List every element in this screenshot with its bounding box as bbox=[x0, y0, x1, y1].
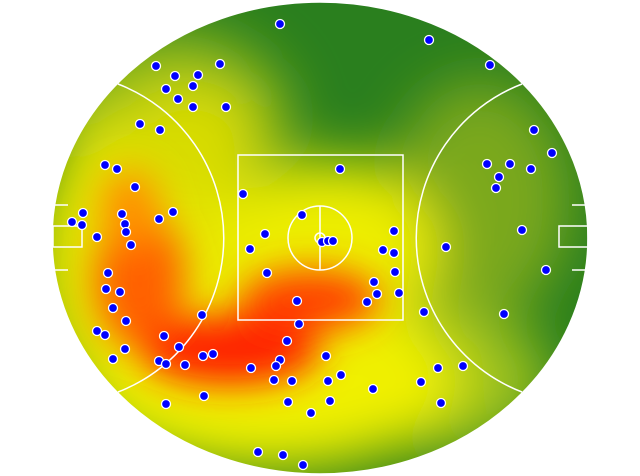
point bbox=[134, 118, 146, 130]
point bbox=[77, 207, 89, 219]
point bbox=[252, 446, 264, 458]
point bbox=[179, 359, 191, 371]
point bbox=[119, 343, 131, 355]
point bbox=[102, 267, 114, 279]
point bbox=[270, 360, 282, 372]
point bbox=[322, 375, 334, 387]
point bbox=[418, 306, 430, 318]
point bbox=[220, 101, 232, 113]
point bbox=[197, 350, 209, 362]
point bbox=[192, 69, 204, 81]
point bbox=[493, 171, 505, 183]
point bbox=[196, 309, 208, 321]
point bbox=[305, 407, 317, 419]
point bbox=[293, 318, 305, 330]
point bbox=[525, 163, 537, 175]
point bbox=[66, 216, 78, 228]
point bbox=[158, 330, 170, 342]
point bbox=[150, 60, 162, 72]
point bbox=[120, 315, 132, 327]
point bbox=[198, 390, 210, 402]
point bbox=[368, 276, 380, 288]
point bbox=[334, 163, 346, 175]
point bbox=[245, 362, 257, 374]
point bbox=[261, 267, 273, 279]
point bbox=[125, 239, 137, 251]
point bbox=[76, 219, 88, 231]
point bbox=[389, 266, 401, 278]
point bbox=[154, 124, 166, 136]
point bbox=[187, 101, 199, 113]
point bbox=[277, 449, 289, 461]
point bbox=[388, 247, 400, 259]
point bbox=[320, 350, 332, 362]
point bbox=[504, 158, 516, 170]
point bbox=[388, 225, 400, 237]
field-lines bbox=[51, 1, 589, 475]
point bbox=[169, 70, 181, 82]
point bbox=[546, 147, 558, 159]
point bbox=[100, 283, 112, 295]
point bbox=[367, 383, 379, 395]
point bbox=[259, 228, 271, 240]
point bbox=[268, 374, 280, 386]
point bbox=[281, 335, 293, 347]
point bbox=[111, 163, 123, 175]
point bbox=[91, 325, 103, 337]
point bbox=[187, 80, 199, 92]
point bbox=[297, 459, 309, 471]
point bbox=[237, 188, 249, 200]
point bbox=[172, 93, 184, 105]
point bbox=[244, 243, 256, 255]
point bbox=[214, 58, 226, 70]
point bbox=[160, 83, 172, 95]
point bbox=[457, 360, 469, 372]
point bbox=[377, 244, 389, 256]
point bbox=[423, 34, 435, 46]
point bbox=[415, 376, 427, 388]
point bbox=[114, 286, 126, 298]
point bbox=[393, 287, 405, 299]
point bbox=[160, 398, 172, 410]
point bbox=[107, 353, 119, 365]
point bbox=[516, 224, 528, 236]
point bbox=[540, 264, 552, 276]
point bbox=[286, 375, 298, 387]
point bbox=[99, 329, 111, 341]
point bbox=[432, 362, 444, 374]
point bbox=[324, 395, 336, 407]
point bbox=[274, 18, 286, 30]
point bbox=[107, 302, 119, 314]
point bbox=[481, 158, 493, 170]
point bbox=[528, 124, 540, 136]
point bbox=[167, 206, 179, 218]
point bbox=[490, 182, 502, 194]
point bbox=[440, 241, 452, 253]
point bbox=[435, 397, 447, 409]
point bbox=[207, 348, 219, 360]
point bbox=[484, 59, 496, 71]
point bbox=[291, 295, 303, 307]
point bbox=[282, 396, 294, 408]
point bbox=[296, 209, 308, 221]
point bbox=[160, 358, 172, 370]
point bbox=[120, 226, 132, 238]
point bbox=[99, 159, 111, 171]
point bbox=[173, 341, 185, 353]
point bbox=[371, 288, 383, 300]
point bbox=[91, 231, 103, 243]
point bbox=[327, 235, 339, 247]
point bbox=[153, 213, 165, 225]
point bbox=[116, 208, 128, 220]
point bbox=[335, 369, 347, 381]
point bbox=[361, 296, 373, 308]
point bbox=[498, 308, 510, 320]
point bbox=[129, 181, 141, 193]
